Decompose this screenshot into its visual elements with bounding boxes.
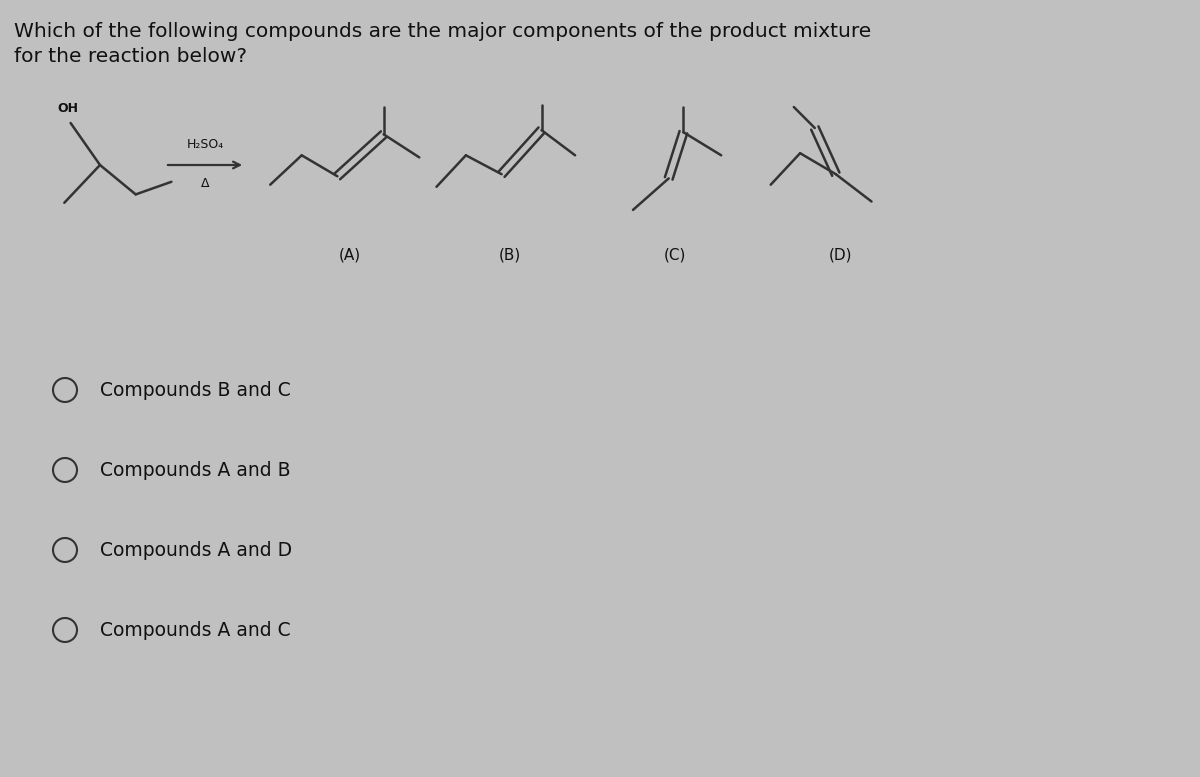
Text: Compounds A and B: Compounds A and B — [100, 461, 290, 479]
Text: OH: OH — [58, 102, 78, 115]
Text: Δ: Δ — [200, 177, 209, 190]
Text: (B): (B) — [499, 248, 521, 263]
Text: Compounds A and D: Compounds A and D — [100, 541, 292, 559]
Text: H₂SO₄: H₂SO₄ — [186, 138, 223, 151]
Text: Compounds B and C: Compounds B and C — [100, 381, 290, 399]
Text: Which of the following compounds are the major components of the product mixture: Which of the following compounds are the… — [14, 22, 871, 41]
Text: Compounds A and C: Compounds A and C — [100, 621, 290, 639]
Text: (A): (A) — [338, 248, 361, 263]
Text: (D): (D) — [828, 248, 852, 263]
Text: (C): (C) — [664, 248, 686, 263]
Text: for the reaction below?: for the reaction below? — [14, 47, 247, 66]
